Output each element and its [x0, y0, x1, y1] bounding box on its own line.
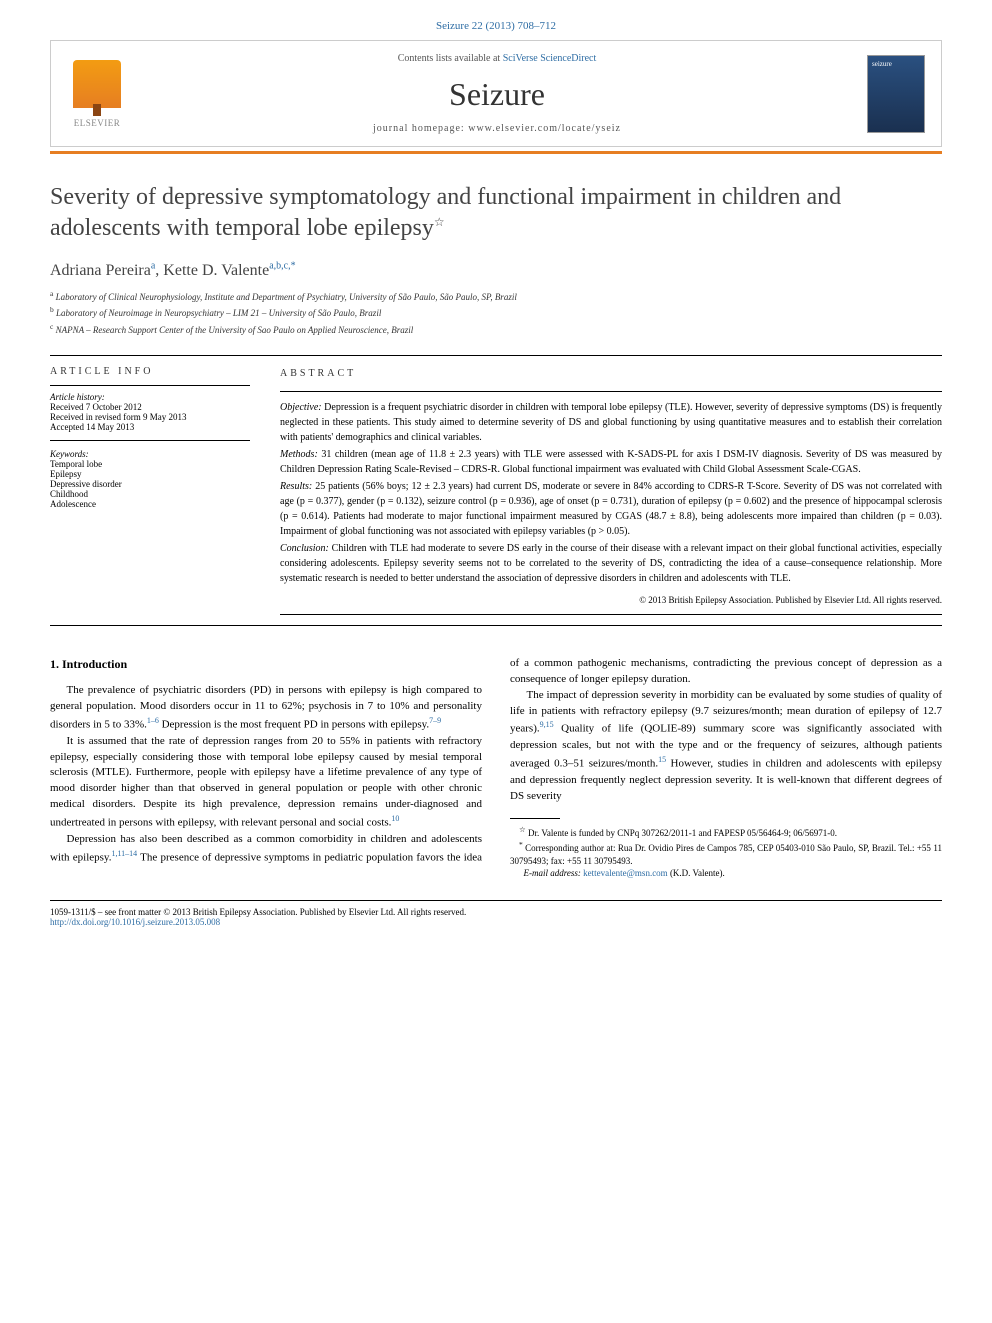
- keyword-1: Temporal lobe: [50, 459, 250, 469]
- email-link[interactable]: kettevalente@msn.com: [583, 868, 668, 878]
- ref-9-15[interactable]: 9,15: [540, 720, 554, 729]
- history-revised: Received in revised form 9 May 2013: [50, 412, 250, 422]
- abstract-heading: ABSTRACT: [280, 366, 942, 381]
- footer-copyright: 1059-1311/$ – see front matter © 2013 Br…: [50, 907, 942, 917]
- author-list: Adriana Pereiraa, Kette D. Valentea,b,c,…: [50, 260, 942, 279]
- paragraph-2: It is assumed that the rate of depressio…: [50, 734, 482, 832]
- footnote-funding: ☆ Dr. Valente is funded by CNPq 307262/2…: [510, 825, 942, 840]
- history-label: Article history:: [50, 392, 250, 402]
- info-heading: ARTICLE INFO: [50, 366, 250, 377]
- author-1: Adriana Pereiraa: [50, 262, 155, 279]
- keywords-label: Keywords:: [50, 449, 250, 459]
- keyword-5: Adolescence: [50, 499, 250, 509]
- author-1-name: Adriana Pereira: [50, 262, 151, 279]
- abstract-copyright: © 2013 British Epilepsy Association. Pub…: [280, 594, 942, 608]
- contents-line: Contents lists available at SciVerse Sci…: [143, 53, 851, 64]
- title-text: Severity of depressive symptomatology an…: [50, 184, 841, 241]
- section-title: Introduction: [62, 657, 127, 671]
- divider: [280, 614, 942, 615]
- ref-7-9[interactable]: 7–9: [429, 716, 441, 725]
- email-suffix: (K.D. Valente).: [670, 868, 725, 878]
- footnote-email: E-mail address: kettevalente@msn.com (K.…: [510, 867, 942, 880]
- footnote-rule: [510, 818, 560, 819]
- publisher-name: ELSEVIER: [74, 118, 121, 128]
- section-number: 1.: [50, 657, 59, 671]
- author-2-name: Kette D. Valente: [163, 262, 269, 279]
- running-head: Seizure 22 (2013) 708–712: [50, 20, 942, 32]
- homepage-url: www.elsevier.com/locate/yseiz: [468, 123, 621, 134]
- keywords-section: Keywords: Temporal lobe Epilepsy Depress…: [50, 449, 250, 517]
- title-footnote-marker: ☆: [434, 215, 445, 229]
- elsevier-logo: ELSEVIER: [67, 59, 127, 129]
- abstract-methods: Methods: 31 children (mean age of 11.8 ±…: [280, 447, 942, 477]
- elsevier-tree-icon: [73, 60, 121, 108]
- divider: [50, 355, 942, 356]
- footnote-corresponding-text: Corresponding author at: Rua Dr. Ovidio …: [510, 843, 942, 866]
- abstract-conclusion-text: Children with TLE had moderate to severe…: [280, 543, 942, 584]
- article-history: Article history: Received 7 October 2012…: [50, 386, 250, 441]
- author-2-affil: a,b,c,*: [269, 260, 295, 271]
- footnote-block: ☆ Dr. Valente is funded by CNPq 307262/2…: [510, 818, 942, 879]
- abstract-results-label: Results:: [280, 481, 312, 492]
- divider: [280, 391, 942, 392]
- masthead-center: Contents lists available at SciVerse Sci…: [143, 53, 851, 134]
- affil-a-key: a: [50, 289, 53, 298]
- affil-b: b Laboratory of Neuroimage in Neuropsych…: [50, 304, 942, 321]
- abstract-conclusion-label: Conclusion:: [280, 543, 329, 554]
- ref-15[interactable]: 15: [658, 755, 666, 764]
- affil-c: c NAPNA – Research Support Center of the…: [50, 321, 942, 338]
- info-abstract-row: ARTICLE INFO Article history: Received 7…: [50, 366, 942, 615]
- affil-b-key: b: [50, 305, 54, 314]
- homepage-line: journal homepage: www.elsevier.com/locat…: [143, 123, 851, 134]
- paragraph-1: The prevalence of psychiatric disorders …: [50, 683, 482, 733]
- abstract-objective-label: Objective:: [280, 402, 322, 413]
- keyword-4: Childhood: [50, 489, 250, 499]
- body-columns: 1. Introduction The prevalence of psychi…: [50, 656, 942, 880]
- footnotes: ☆ Dr. Valente is funded by CNPq 307262/2…: [510, 825, 942, 879]
- footnote-funding-text: Dr. Valente is funded by CNPq 307262/201…: [528, 828, 837, 838]
- affil-b-text: Laboratory of Neuroimage in Neuropsychia…: [56, 308, 381, 318]
- journal-masthead: ELSEVIER Contents lists available at Sci…: [50, 40, 942, 147]
- keyword-3: Depressive disorder: [50, 479, 250, 489]
- keyword-2: Epilepsy: [50, 469, 250, 479]
- journal-name: Seizure: [143, 76, 851, 113]
- divider: [50, 625, 942, 626]
- affiliations: a Laboratory of Clinical Neurophysiology…: [50, 288, 942, 338]
- affil-a-text: Laboratory of Clinical Neurophysiology, …: [56, 292, 517, 302]
- page-footer: 1059-1311/$ – see front matter © 2013 Br…: [50, 900, 942, 927]
- section-1-heading: 1. Introduction: [50, 656, 482, 673]
- affil-a: a Laboratory of Clinical Neurophysiology…: [50, 288, 942, 305]
- abstract-methods-label: Methods:: [280, 449, 318, 460]
- abstract-methods-text: 31 children (mean age of 11.8 ± 2.3 year…: [280, 449, 942, 475]
- affil-c-text: NAPNA – Research Support Center of the U…: [56, 325, 414, 335]
- para-2-text: It is assumed that the rate of depressio…: [50, 735, 482, 829]
- journal-cover-thumb: [867, 55, 925, 133]
- footnote-corresponding: * Corresponding author at: Rua Dr. Ovidi…: [510, 840, 942, 867]
- sciencedirect-link[interactable]: SciVerse ScienceDirect: [503, 53, 597, 64]
- abstract-results-text: 25 patients (56% boys; 12 ± 2.3 years) h…: [280, 481, 942, 537]
- article-title: Severity of depressive symptomatology an…: [50, 182, 942, 244]
- paragraph-4: The impact of depression severity in mor…: [510, 688, 942, 805]
- accent-rule: [50, 151, 942, 154]
- para-1-tail: Depression is the most frequent PD in pe…: [159, 719, 429, 731]
- abstract-results: Results: 25 patients (56% boys; 12 ± 2.3…: [280, 479, 942, 539]
- author-1-affil: a: [151, 260, 155, 271]
- ref-1-11-14[interactable]: 1,11–14: [111, 849, 137, 858]
- ref-1-6[interactable]: 1–6: [147, 716, 159, 725]
- ref-10[interactable]: 10: [391, 814, 399, 823]
- abstract-objective: Objective: Depression is a frequent psyc…: [280, 400, 942, 445]
- homepage-label: journal homepage:: [373, 123, 468, 134]
- author-2: Kette D. Valentea,b,c,*: [163, 262, 295, 279]
- history-accepted: Accepted 14 May 2013: [50, 422, 250, 432]
- article-info-column: ARTICLE INFO Article history: Received 7…: [50, 366, 250, 615]
- abstract-objective-text: Depression is a frequent psychiatric dis…: [280, 402, 942, 443]
- abstract-column: ABSTRACT Objective: Depression is a freq…: [280, 366, 942, 615]
- affil-c-key: c: [50, 322, 53, 331]
- history-received: Received 7 October 2012: [50, 402, 250, 412]
- email-label: E-mail address:: [524, 868, 581, 878]
- doi-link[interactable]: http://dx.doi.org/10.1016/j.seizure.2013…: [50, 917, 220, 927]
- abstract-conclusion: Conclusion: Children with TLE had modera…: [280, 541, 942, 586]
- contents-prefix: Contents lists available at: [398, 53, 503, 64]
- body-section: 1. Introduction The prevalence of psychi…: [50, 656, 942, 880]
